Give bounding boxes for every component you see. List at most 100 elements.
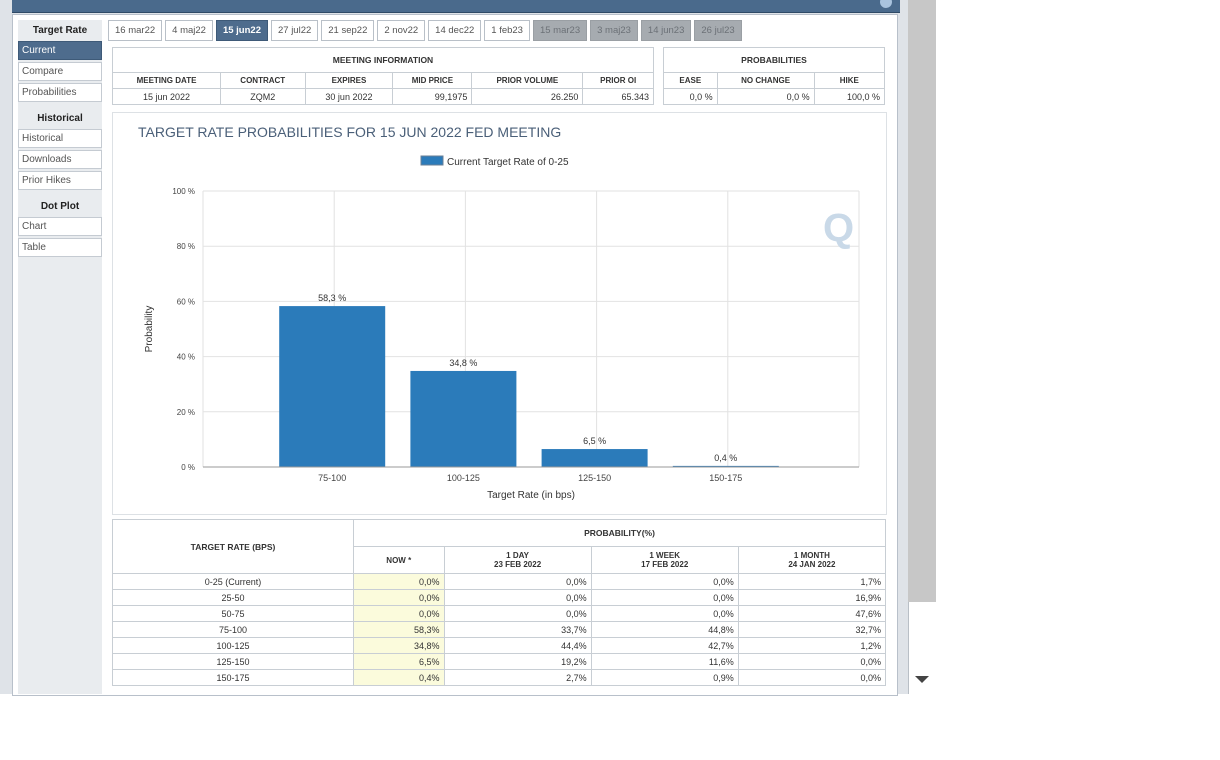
one-month-probability-cell: 47,6% [737,605,887,622]
x-tick-label: 100-125 [447,473,480,483]
table-row: 150-175 0,4% 2,7% 0,9% 0,0% [112,669,887,686]
probability-value: 100,0 % [813,88,886,105]
sidebar-item-historical[interactable]: Historical [18,129,102,148]
sidebar-item-current[interactable]: Current [18,41,102,60]
one-day-probability-cell: 0,0% [443,573,592,590]
now-probability-cell: 34,8% [353,637,445,654]
y-tick-label: 60 % [177,297,195,306]
sidebar-gap [18,104,102,108]
y-tick-label: 40 % [177,353,195,362]
now-probability-cell: 58,3% [353,621,445,638]
meeting-info-value: 30 jun 2022 [304,88,394,105]
one-week-probability-cell: 42,7% [590,637,739,654]
tab-meeting[interactable]: 14 jun23 [640,20,692,41]
one-day-probability-cell: 0,0% [443,605,592,622]
one-day-probability-cell: 0,0% [443,589,592,606]
column-label: 1 DAY [506,551,529,560]
y-tick-label: 100 % [172,187,195,196]
tab-meeting[interactable]: 21 sep22 [321,20,375,41]
one-month-probability-cell: 32,7% [737,621,887,638]
bar-75-100[interactable] [279,306,386,467]
bar-100-125[interactable] [410,370,517,467]
tab-meeting[interactable]: 4 maj22 [165,20,213,41]
probability-value: 0,0 % [716,88,815,105]
y-tick-label: 80 % [177,242,195,251]
meeting-info-value: 15 jun 2022 [112,88,221,105]
y-axis-label: Probability [144,306,155,353]
tab-meeting[interactable]: 26 jul23 [694,20,742,41]
probability-header: HIKE [813,72,886,89]
tab-meeting[interactable]: 14 dec22 [428,20,482,41]
column-date: 23 FEB 2022 [494,560,542,569]
sidebar-gap [18,192,102,196]
table-row: 25-50 0,0% 0,0% 0,0% 16,9% [112,589,887,606]
meeting-tabs: 16 mar22 4 maj22 15 jun22 27 jul22 21 sep22 2… [108,20,742,41]
target-rate-cell: 125-150 [112,653,354,670]
sidebar: Target Rate Current Compare Probabilities Hi… [18,20,102,694]
probability-header: NO CHANGE [716,72,815,89]
one-week-probability-cell: 0,0% [590,605,739,622]
probability-column-header: NOW * [353,546,445,574]
probabilities-summary-table: PROBABILITIES EASE NO CHANGE HIKE 0,0 % 0,0… [663,47,886,105]
probability-header: EASE [663,72,718,89]
meeting-info-table: MEETING INFORMATION MEETING DATE CONTRACT… [112,47,654,105]
meeting-info-header: CONTRACT [219,72,306,89]
tab-meeting[interactable]: 15 mar23 [532,20,588,41]
now-probability-cell: 0,0% [353,573,445,590]
probability-bar-chart: TARGET RATE PROBABILITIES FOR 15 JUN 202… [138,124,860,501]
chart-title: TARGET RATE PROBABILITIES FOR 15 JUN 202… [138,124,561,140]
probability-column-header: 1 MONTH 24 JAN 2022 [737,546,887,574]
chart-container: TARGET RATE PROBABILITIES FOR 15 JUN 202… [112,112,887,515]
column-date: 24 JAN 2022 [788,560,836,569]
tab-meeting[interactable]: 27 jul22 [270,20,319,41]
meeting-info-value: 99,1975 [392,88,473,105]
one-week-probability-cell: 0,0% [590,573,739,590]
sidebar-item-prior-hikes[interactable]: Prior Hikes [18,171,102,190]
title-bar [12,0,900,13]
bar-data-label: 34,8 % [449,358,477,368]
tab-meeting[interactable]: 1 feb23 [484,20,530,41]
sidebar-item-downloads[interactable]: Downloads [18,150,102,169]
tab-meeting[interactable]: 3 maj23 [590,20,638,41]
target-rate-cell: 0-25 (Current) [112,573,354,590]
scrollbar[interactable] [908,0,936,602]
target-rate-cell: 100-125 [112,637,354,654]
tab-meeting[interactable]: 16 mar22 [108,20,163,41]
meeting-info-header: MEETING DATE [112,72,221,89]
meeting-info-header: MID PRICE [392,72,473,89]
y-tick-label: 0 % [181,463,195,472]
one-month-probability-cell: 0,0% [737,653,887,670]
meeting-info-header: EXPIRES [304,72,394,89]
sidebar-item-table[interactable]: Table [18,238,102,257]
sidebar-item-probabilities[interactable]: Probabilities [18,83,102,102]
probability-column-header: 1 DAY 23 FEB 2022 [443,546,592,574]
table-row: 125-150 6,5% 19,2% 11,6% 0,0% [112,653,887,670]
target-rate-cell: 75-100 [112,621,354,638]
tab-meeting[interactable]: 2 nov22 [377,20,426,41]
column-label: NOW * [386,555,412,565]
probability-group-header: PROBABILITY(%) [353,519,886,547]
meeting-info-header: PRIOR VOLUME [471,72,584,89]
sidebar-item-chart[interactable]: Chart [18,217,102,236]
target-rate-cell: 50-75 [112,605,354,622]
scroll-down-arrow-icon[interactable] [915,676,929,683]
probability-value: 0,0 % [663,88,718,105]
one-week-probability-cell: 0,9% [590,669,739,686]
bar-data-label: 58,3 % [318,293,346,303]
column-label: 1 MONTH [793,551,830,560]
watermark-logo: Q [823,206,854,250]
one-month-probability-cell: 0,0% [737,669,887,686]
target-rate-cell: 150-175 [112,669,354,686]
probabilities-title: PROBABILITIES [663,47,885,73]
one-week-probability-cell: 0,0% [590,589,739,606]
help-icon[interactable] [880,0,892,8]
sidebar-section-title: Target Rate [32,25,88,36]
meeting-info-value: 26.250 [471,88,584,105]
table-row: 50-75 0,0% 0,0% 0,0% 47,6% [112,605,887,622]
sidebar-item-compare[interactable]: Compare [18,62,102,81]
bar-125-150[interactable] [541,449,648,467]
sidebar-section-title: Dot Plot [40,201,80,212]
tab-meeting[interactable]: 15 jun22 [215,20,268,41]
probability-table: TARGET RATE (BPS) PROBABILITY(%) NOW * 1 … [112,519,887,686]
legend-label: Current Target Rate of 0-25 [447,157,569,168]
